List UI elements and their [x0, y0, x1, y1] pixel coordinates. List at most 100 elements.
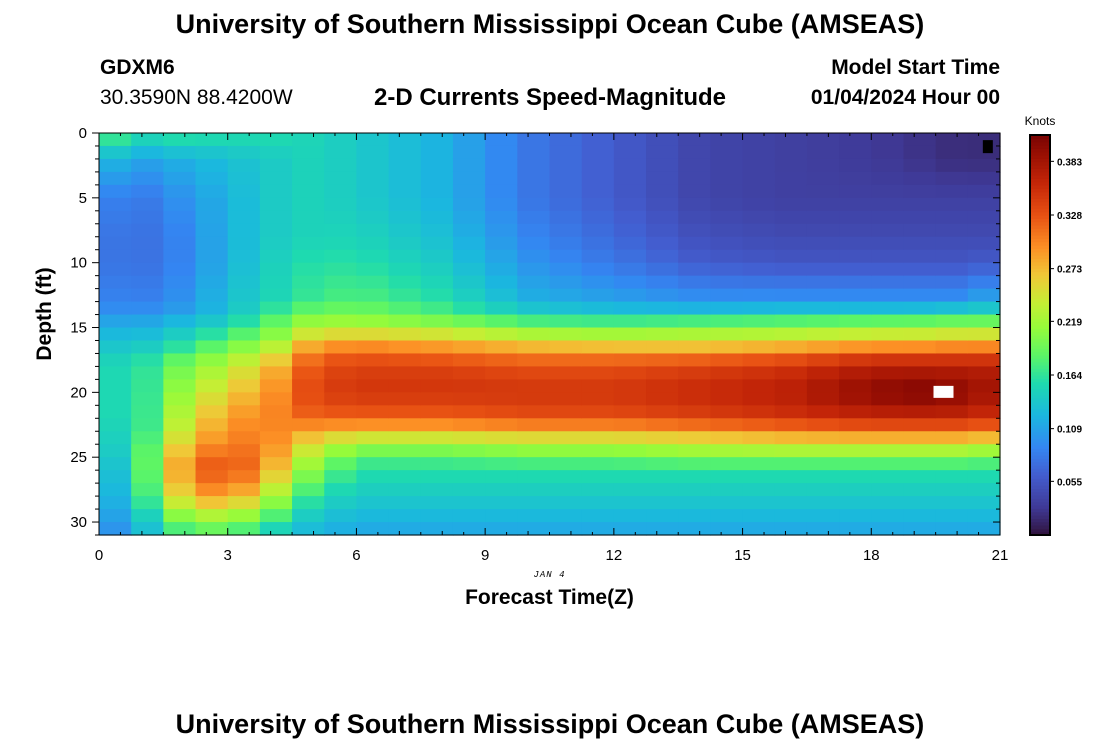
heatmap-cell: [646, 249, 679, 264]
heatmap-cell: [99, 418, 132, 432]
heatmap-cell: [678, 145, 711, 160]
heatmap-cell: [806, 133, 840, 147]
heatmap-cell: [259, 444, 293, 458]
heatmap-cell: [324, 197, 358, 212]
heatmap-cell: [903, 457, 937, 471]
heatmap-cell: [903, 301, 937, 316]
heatmap-cell: [710, 301, 744, 316]
heatmap-cell: [903, 158, 937, 173]
heatmap-cell: [163, 444, 197, 458]
heatmap-cell: [324, 522, 358, 536]
heatmap-cell: [935, 145, 969, 160]
heatmap-cell: [549, 327, 583, 342]
heatmap-cell: [195, 353, 229, 368]
heatmap-cell: [356, 522, 390, 536]
heatmap-cell: [99, 314, 132, 329]
heatmap-cell: [324, 444, 358, 458]
colorbar-segment: [1030, 198, 1050, 203]
heatmap-cell: [259, 340, 293, 355]
colorbar-segment: [1030, 178, 1050, 183]
heatmap-cell: [967, 483, 1001, 497]
heatmap-cell: [903, 366, 937, 380]
heatmap-cell: [581, 262, 615, 277]
heatmap-cell: [131, 301, 164, 316]
heatmap-cell: [131, 405, 164, 419]
heatmap-cell: [227, 470, 261, 484]
heatmap-cell: [356, 223, 390, 238]
heatmap-cell: [131, 197, 164, 212]
heatmap-cell: [356, 496, 390, 510]
heatmap-cell: [517, 522, 551, 536]
heatmap-cell: [356, 301, 390, 316]
heatmap-cell: [356, 483, 390, 497]
heatmap-cell: [420, 353, 454, 368]
heatmap-cell: [967, 431, 1001, 445]
heatmap-cell: [646, 210, 679, 225]
heatmap-cell: [742, 483, 776, 497]
heatmap-cell: [549, 133, 583, 147]
x-axis-label: Forecast Time(Z): [465, 586, 634, 609]
heatmap-cell: [485, 470, 518, 484]
heatmap-cell: [549, 210, 583, 225]
heatmap-cell: [613, 249, 647, 264]
heatmap-cell: [324, 392, 358, 406]
heatmap-cell: [99, 158, 132, 173]
heatmap-cell: [259, 301, 293, 316]
heatmap-cell: [774, 223, 808, 238]
x-axis: 0 3 6 9 12 15 18 21: [95, 133, 1008, 564]
heatmap-cell: [195, 522, 229, 536]
colorbar-segment: [1030, 275, 1050, 279]
heatmap-cell: [581, 158, 615, 173]
heatmap-cell: [99, 509, 132, 523]
colorbar-tick-label: 0.055: [1057, 477, 1082, 488]
heatmap-cell: [742, 418, 776, 432]
heatmap-cell: [710, 496, 744, 510]
heatmap-cell: [646, 275, 679, 290]
y-tick-label: 10: [70, 255, 87, 272]
heatmap-cell: [871, 327, 905, 342]
heatmap-cell: [967, 340, 1001, 355]
heatmap-cell: [99, 133, 132, 147]
heatmap-cell: [935, 522, 969, 536]
heatmap-cell: [227, 171, 261, 186]
colorbar-segment: [1030, 531, 1050, 536]
heatmap-cell: [935, 197, 969, 212]
heatmap-cell: [324, 353, 358, 368]
colorbar-segment: [1030, 435, 1050, 439]
colorbar-segment: [1030, 278, 1050, 283]
heatmap-cell: [678, 457, 711, 471]
station-id: GDXM6: [100, 56, 175, 79]
heatmap-cell: [678, 444, 711, 458]
heatmap-cell: [935, 444, 969, 458]
heatmap-cell: [99, 470, 132, 484]
heatmap-cell: [549, 314, 583, 329]
heatmap-cell: [871, 262, 905, 277]
heatmap-cell: [774, 470, 808, 484]
heatmap-cell: [549, 483, 583, 497]
heatmap-cell: [388, 483, 422, 497]
heatmap-cell: [678, 392, 711, 406]
heatmap-cell: [452, 275, 486, 290]
heatmap-cell: [227, 392, 261, 406]
heatmap-cell: [324, 171, 358, 186]
heatmap-cell: [452, 262, 486, 277]
heatmap-cell: [485, 288, 518, 303]
heatmap-cell: [163, 379, 197, 393]
heatmap-cell: [581, 223, 615, 238]
y-axis-label: Depth (ft): [33, 267, 56, 360]
heatmap-cell: [646, 288, 679, 303]
heatmap-cell: [871, 197, 905, 212]
footer-title: University of Southern Mississippi Ocean…: [175, 709, 925, 739]
heatmap-cell: [388, 133, 422, 147]
heatmap-cell: [485, 184, 518, 199]
heatmap-cell: [163, 171, 197, 186]
colorbar-segment: [1030, 311, 1050, 316]
heatmap-cell: [195, 431, 229, 445]
heatmap-cell: [935, 236, 969, 251]
heatmap-cell: [292, 483, 325, 497]
heatmap-cell: [774, 392, 808, 406]
heatmap-cell: [710, 275, 744, 290]
page-title: University of Southern Mississippi Ocean…: [175, 9, 925, 39]
heatmap-cell: [517, 327, 551, 342]
heatmap-cell: [227, 405, 261, 419]
